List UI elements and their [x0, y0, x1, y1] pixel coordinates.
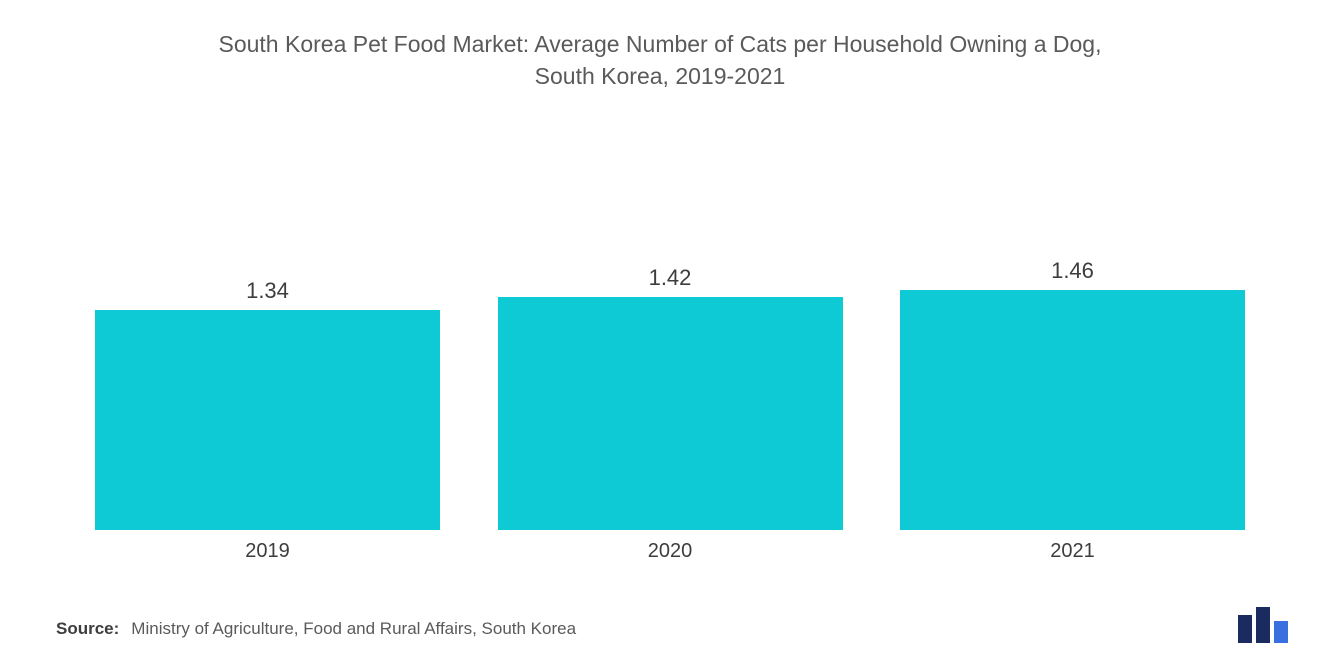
bar-0 — [95, 310, 440, 530]
chart-plot-area: 1.34 1.42 1.46 — [95, 150, 1245, 530]
logo-bar-2 — [1256, 607, 1270, 643]
logo-bar-3 — [1274, 621, 1288, 643]
chart-title: South Korea Pet Food Market: Average Num… — [0, 0, 1320, 92]
bar-datalabel-1: 1.42 — [649, 265, 692, 291]
brand-logo-icon — [1236, 607, 1290, 643]
x-label-2: 2021 — [900, 540, 1245, 563]
bar-1 — [498, 297, 843, 530]
x-label-0: 2019 — [95, 540, 440, 563]
chart-title-line2: South Korea, 2019-2021 — [0, 60, 1320, 92]
source-label: Source: — [56, 619, 119, 639]
source-line: Source: Ministry of Agriculture, Food an… — [56, 619, 576, 639]
x-label-1: 2020 — [498, 540, 843, 563]
logo-bar-1 — [1238, 615, 1252, 643]
source-text: Ministry of Agriculture, Food and Rural … — [131, 619, 576, 639]
chart-title-line1: South Korea Pet Food Market: Average Num… — [0, 28, 1320, 60]
bar-datalabel-2: 1.46 — [1051, 258, 1094, 284]
chart-container: South Korea Pet Food Market: Average Num… — [0, 0, 1320, 665]
bar-group-1: 1.42 — [498, 265, 843, 530]
bar-2 — [900, 290, 1245, 530]
x-axis-labels: 2019 2020 2021 — [95, 540, 1245, 563]
bar-group-2: 1.46 — [900, 258, 1245, 530]
bar-datalabel-0: 1.34 — [246, 278, 289, 304]
bar-group-0: 1.34 — [95, 278, 440, 530]
